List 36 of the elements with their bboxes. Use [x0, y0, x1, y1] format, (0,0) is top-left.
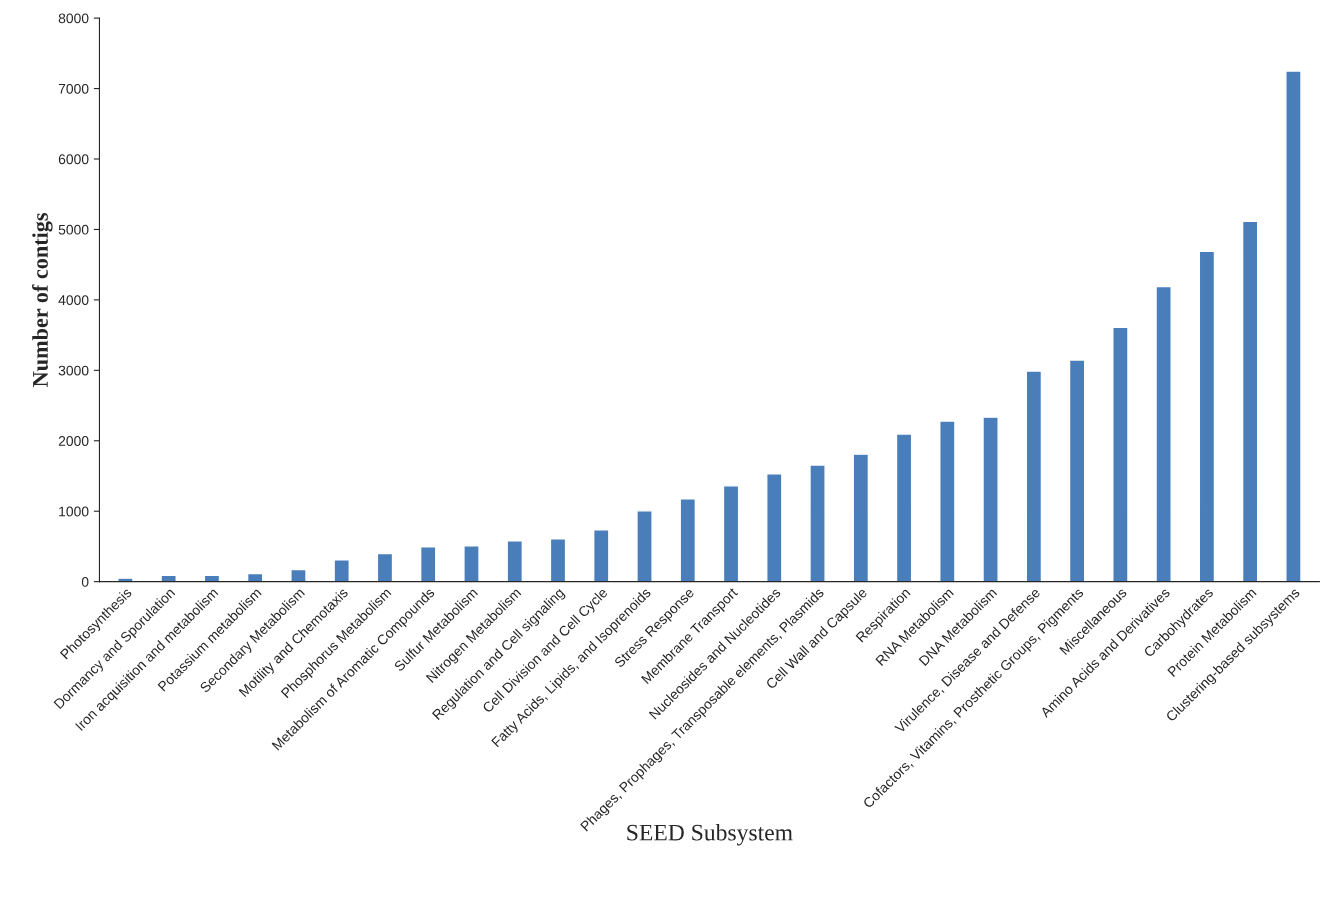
bar [1155, 285, 1172, 582]
bar [592, 529, 610, 582]
bar [679, 498, 697, 582]
bar [376, 552, 394, 582]
bar [1241, 220, 1259, 582]
bar [766, 473, 783, 582]
bar [1285, 70, 1302, 582]
bar [939, 420, 956, 582]
bar [982, 416, 999, 582]
bar [722, 485, 740, 582]
y-tick-label: 8000 [58, 13, 89, 24]
bar [290, 568, 307, 582]
bar [549, 537, 567, 582]
bar [1198, 250, 1216, 582]
y-tick-label: 1000 [59, 506, 89, 517]
y-tick-label: 0 [81, 576, 89, 587]
bar [1112, 326, 1129, 582]
bar [117, 577, 134, 582]
bar [506, 540, 524, 582]
y-axis-title: Number of contigs [32, 212, 53, 387]
bar [1068, 359, 1086, 582]
y-tick-label: 7000 [58, 83, 89, 94]
y-tick-label: 3000 [58, 365, 89, 376]
bar [333, 559, 350, 582]
bar [463, 545, 480, 582]
bar [852, 453, 870, 582]
y-tick-label: 5000 [58, 224, 89, 235]
x-axis-title: SEED Subsystem [627, 823, 793, 846]
y-tick-label: 6000 [58, 154, 89, 165]
bar [636, 510, 653, 582]
y-tick-label: 4000 [58, 295, 89, 306]
bar [895, 433, 913, 582]
y-tick-label: 2000 [58, 436, 89, 446]
bar [419, 546, 437, 582]
bar [809, 464, 826, 582]
bar [1025, 370, 1043, 582]
